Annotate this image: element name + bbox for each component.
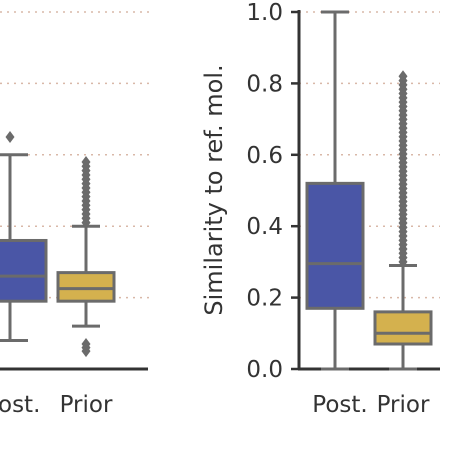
right-y-tick-label-5: 1.0 (246, 0, 283, 26)
right-panel: 0.0 0.2 0.4 0.6 0.8 1.0 Post. Prior (246, 0, 440, 418)
y-axis-label: Similarity to ref. mol. (200, 64, 228, 315)
right-y-tick-label-2: 0.4 (246, 214, 283, 240)
right-x-tick-label-post: Post. (312, 392, 367, 418)
right-prior-outlier-43 (398, 70, 408, 83)
left-x-tick-label-post: ost. (0, 392, 40, 418)
left-prior-outlier-17 (81, 155, 91, 168)
right-y-tick-label-0: 0.0 (246, 357, 283, 383)
left-panel: ost. Prior (0, 11, 150, 418)
right-y-tick-label-3: 0.6 (246, 143, 283, 169)
right-y-tick-label-1: 0.2 (246, 286, 283, 312)
left-x-tick-label-prior: Prior (60, 392, 113, 418)
right-x-tick-label-prior: Prior (377, 392, 430, 418)
left-post-outlier-0 (5, 130, 15, 143)
right-prior-box (373, 310, 433, 346)
right-post-box (305, 181, 365, 310)
right-y-tick-label-4: 0.8 (246, 71, 283, 97)
left-prior-box (56, 271, 116, 303)
left-prior-outlier-2 (81, 338, 91, 351)
left-post-box (0, 238, 48, 303)
